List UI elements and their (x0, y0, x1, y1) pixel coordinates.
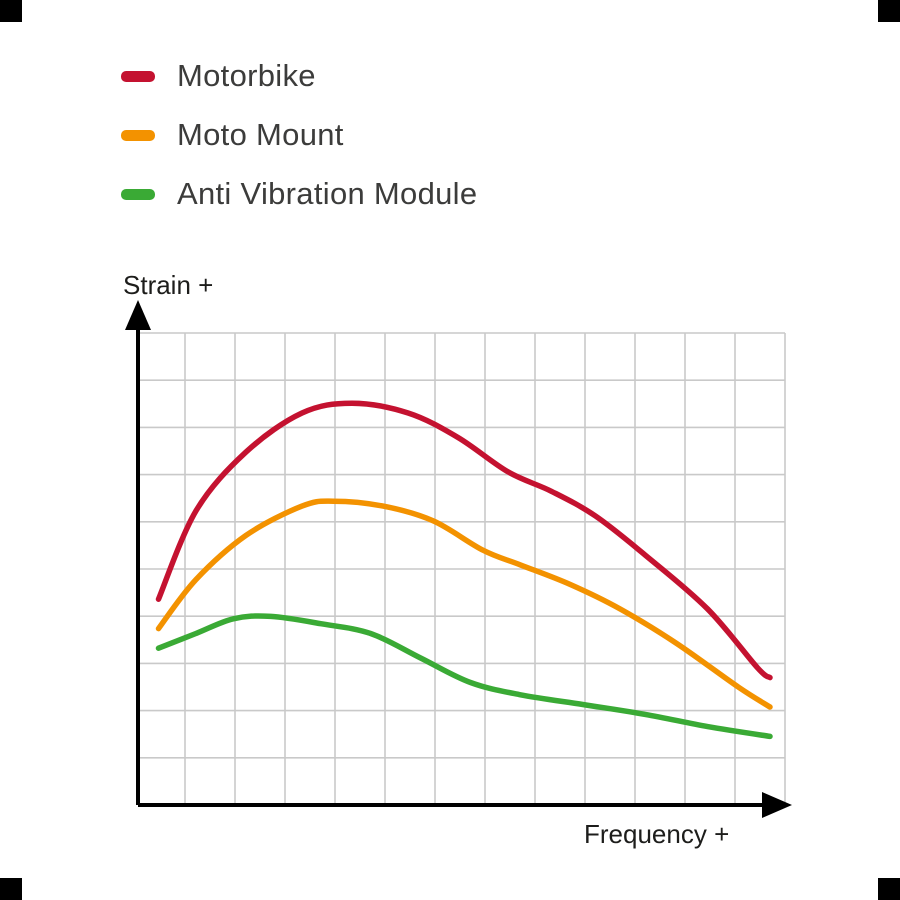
legend-swatch-moto-mount (121, 129, 155, 141)
corner-mark (0, 878, 22, 900)
legend-swatch-anti-vibration-module (121, 188, 155, 200)
series-line-anti-vibration-module (155, 613, 773, 740)
legend-item-anti-vibration-module: Anti Vibration Module (121, 175, 477, 213)
x-axis-arrow (762, 792, 792, 818)
series-line-moto-mount (155, 498, 773, 710)
legend-item-motorbike: Motorbike (121, 57, 477, 95)
y-axis-label: Strain + (123, 270, 214, 300)
corner-mark (878, 0, 900, 22)
legend: Motorbike Moto Mount Anti Vibration Modu… (121, 57, 477, 234)
legend-label: Anti Vibration Module (177, 176, 478, 211)
legend-item-moto-mount: Moto Mount (121, 116, 477, 154)
legend-swatch-motorbike (121, 70, 155, 82)
corner-mark (878, 878, 900, 900)
corner-mark (0, 0, 22, 22)
legend-label: Moto Mount (177, 117, 344, 152)
y-axis-arrow (125, 300, 151, 330)
series-line-motorbike (155, 400, 773, 681)
legend-label: Motorbike (177, 58, 316, 93)
x-axis-label: Frequency + (584, 819, 730, 849)
